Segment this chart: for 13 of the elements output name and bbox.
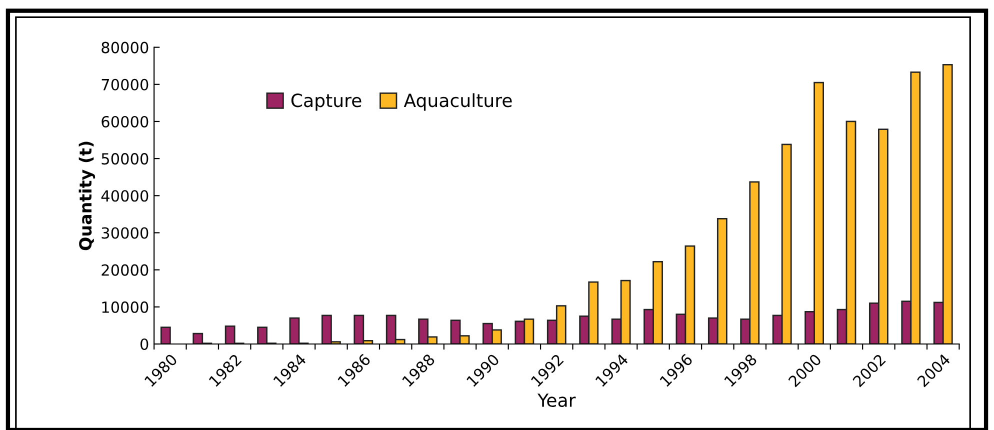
- y-tick-label: 30000: [102, 227, 148, 239]
- y-tick-label: 0: [140, 338, 148, 350]
- legend-label: Capture: [291, 94, 362, 111]
- y-tick-label: 60000: [102, 116, 148, 128]
- y-tick-label: 80000: [102, 42, 148, 54]
- y-tick-label: 10000: [102, 301, 148, 313]
- legend-label: Aquaculture: [404, 93, 512, 111]
- x-axis-title: Year: [537, 394, 576, 408]
- y-tick-label: 40000: [101, 190, 148, 202]
- y-tick-label: 50000: [102, 153, 148, 165]
- y-tick-label: 70000: [102, 78, 148, 90]
- y-tick-label: 20000: [102, 264, 148, 276]
- y-axis-title: Quantity (t): [78, 142, 96, 250]
